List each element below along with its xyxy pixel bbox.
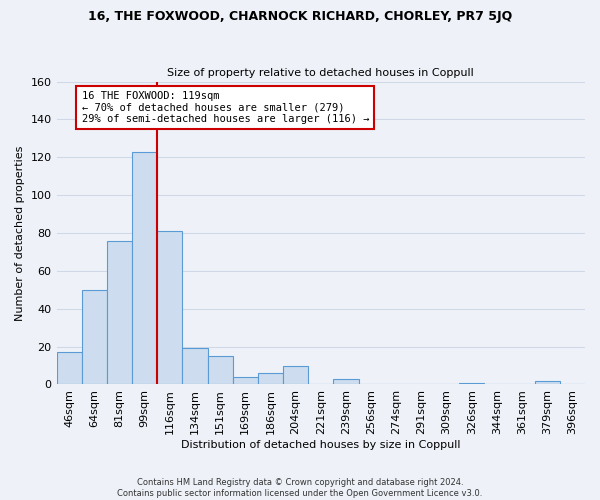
Bar xyxy=(182,348,208,384)
X-axis label: Distribution of detached houses by size in Coppull: Distribution of detached houses by size … xyxy=(181,440,461,450)
Bar xyxy=(334,379,359,384)
Text: Contains HM Land Registry data © Crown copyright and database right 2024.
Contai: Contains HM Land Registry data © Crown c… xyxy=(118,478,482,498)
Bar xyxy=(56,352,82,384)
Bar xyxy=(132,152,157,384)
Bar xyxy=(157,231,182,384)
Bar xyxy=(107,240,132,384)
Text: 16, THE FOXWOOD, CHARNOCK RICHARD, CHORLEY, PR7 5JQ: 16, THE FOXWOOD, CHARNOCK RICHARD, CHORL… xyxy=(88,10,512,23)
Bar xyxy=(283,366,308,384)
Title: Size of property relative to detached houses in Coppull: Size of property relative to detached ho… xyxy=(167,68,474,78)
Y-axis label: Number of detached properties: Number of detached properties xyxy=(15,146,25,320)
Bar xyxy=(459,382,484,384)
Bar xyxy=(208,356,233,384)
Bar xyxy=(233,377,258,384)
Bar xyxy=(258,373,283,384)
Text: 16 THE FOXWOOD: 119sqm
← 70% of detached houses are smaller (279)
29% of semi-de: 16 THE FOXWOOD: 119sqm ← 70% of detached… xyxy=(82,91,369,124)
Bar xyxy=(82,290,107,384)
Bar xyxy=(535,380,560,384)
